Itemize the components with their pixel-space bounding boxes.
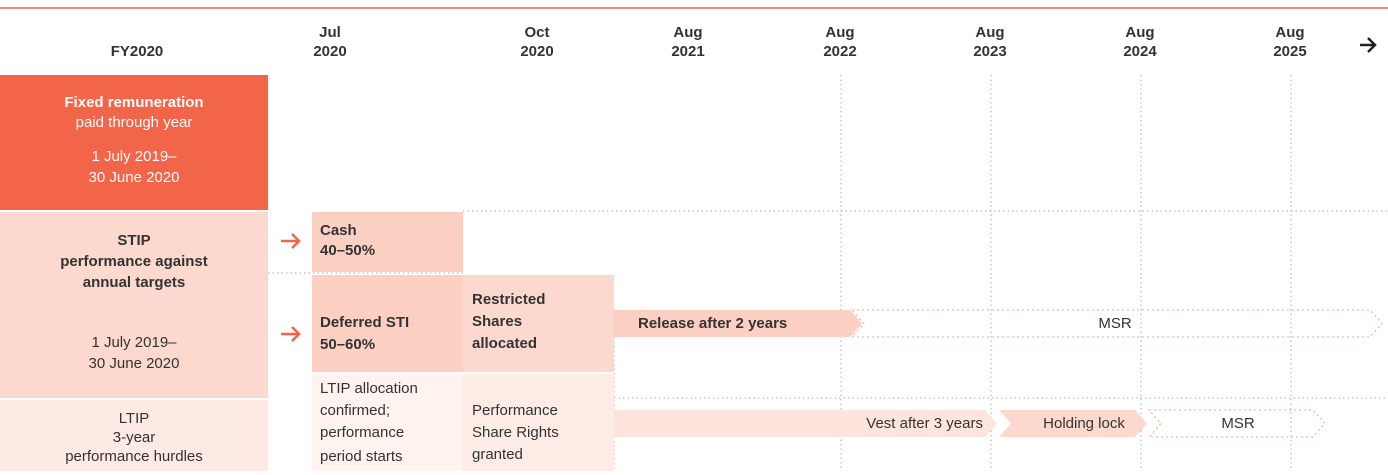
cell-text: confirmed; bbox=[320, 402, 390, 419]
column-header: Aug bbox=[975, 24, 1004, 41]
column-header: 2020 bbox=[313, 43, 346, 60]
stip-cell bbox=[0, 212, 268, 398]
cell-text: LTIP allocation bbox=[320, 380, 418, 397]
vest-arrow bbox=[614, 410, 997, 437]
cell-text: Performance bbox=[472, 402, 558, 419]
cell-text: Cash bbox=[320, 222, 357, 239]
column-header: FY2020 bbox=[111, 43, 164, 60]
column-header: Aug bbox=[825, 24, 854, 41]
cash-cell bbox=[312, 212, 463, 272]
row-title: annual targets bbox=[83, 274, 186, 291]
release-arrow bbox=[614, 310, 862, 337]
cell-text: period starts bbox=[320, 448, 403, 465]
grid bbox=[268, 75, 1388, 471]
row-period: 30 June 2020 bbox=[89, 355, 180, 372]
arrow-label: Holding lock bbox=[1043, 415, 1125, 432]
row-subtitle: performance hurdles bbox=[65, 448, 203, 465]
column-header: Jul bbox=[319, 24, 341, 41]
cell-text: 50–60% bbox=[320, 336, 375, 353]
timeline-arrow bbox=[1360, 37, 1377, 53]
column-header: Aug bbox=[673, 24, 702, 41]
column-header: Oct bbox=[524, 24, 549, 41]
cell-text: performance bbox=[320, 424, 404, 441]
row-title: STIP bbox=[117, 232, 150, 249]
arrow-label: Vest after 3 years bbox=[866, 415, 983, 432]
column-header: 2020 bbox=[520, 43, 553, 60]
arrow bbox=[281, 233, 301, 249]
cell-text: Restricted bbox=[472, 291, 545, 308]
row-period: 30 June 2020 bbox=[89, 169, 180, 186]
cell-text: Deferred STI bbox=[320, 314, 409, 331]
column-header: 2022 bbox=[823, 43, 856, 60]
column-header: 2025 bbox=[1273, 43, 1306, 60]
msr-arrow bbox=[1147, 409, 1326, 438]
arrow-label: Release after 2 years bbox=[638, 315, 787, 332]
row-title: Fixed remuneration bbox=[64, 94, 203, 111]
holding-arrow bbox=[999, 410, 1147, 437]
cell-text: 40–50% bbox=[320, 242, 375, 259]
cell-text: allocated bbox=[472, 335, 537, 352]
arrow bbox=[281, 326, 301, 342]
column-header: 2023 bbox=[973, 43, 1006, 60]
fixed-cell bbox=[0, 75, 268, 210]
cell-text: Share Rights bbox=[472, 424, 559, 441]
column-header: Aug bbox=[1125, 24, 1154, 41]
row-title: performance against bbox=[60, 253, 208, 270]
cell-text: granted bbox=[472, 446, 523, 463]
column-header: 2024 bbox=[1123, 43, 1157, 60]
row-period: 1 July 2019– bbox=[91, 334, 177, 351]
arrow-label: MSR bbox=[1221, 415, 1255, 432]
cell-text: Shares bbox=[472, 313, 522, 330]
msr-arrow bbox=[850, 309, 1383, 338]
allocation-cell bbox=[312, 374, 463, 471]
ltip-cell bbox=[0, 400, 268, 471]
row-subtitle: paid through year bbox=[76, 114, 193, 131]
rights-cell bbox=[463, 374, 614, 471]
restricted-cell bbox=[463, 275, 614, 372]
column-header: 2021 bbox=[671, 43, 704, 60]
row-period: 1 July 2019– bbox=[91, 148, 177, 165]
arrow-label: MSR bbox=[1098, 315, 1132, 332]
deferred-cell bbox=[312, 275, 463, 372]
row-title: LTIP bbox=[119, 410, 150, 427]
row-subtitle: 3-year bbox=[113, 429, 156, 446]
column-header: Aug bbox=[1275, 24, 1304, 41]
